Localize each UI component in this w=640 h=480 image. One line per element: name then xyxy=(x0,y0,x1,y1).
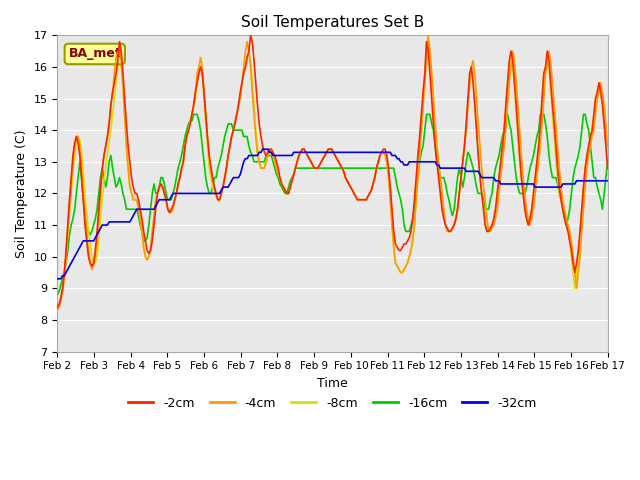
Legend: -2cm, -4cm, -8cm, -16cm, -32cm: -2cm, -4cm, -8cm, -16cm, -32cm xyxy=(124,392,541,415)
X-axis label: Time: Time xyxy=(317,377,348,390)
Text: BA_met: BA_met xyxy=(68,48,121,60)
Y-axis label: Soil Temperature (C): Soil Temperature (C) xyxy=(15,129,28,258)
Title: Soil Temperatures Set B: Soil Temperatures Set B xyxy=(241,15,424,30)
